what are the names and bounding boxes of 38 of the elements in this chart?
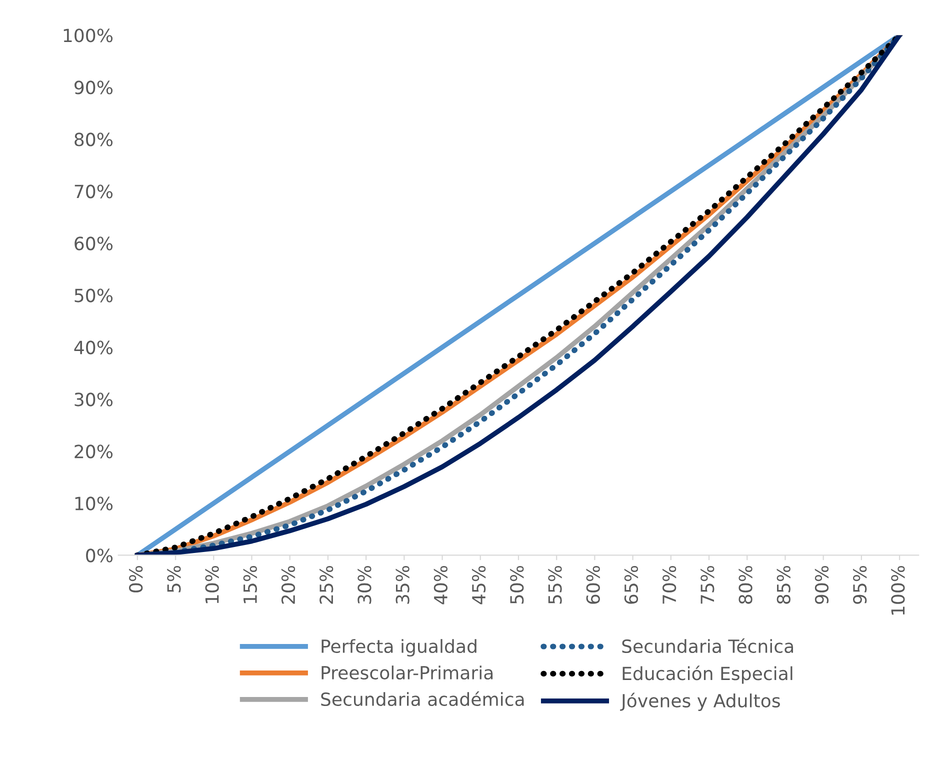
x-tick-label: 90% [814, 566, 829, 604]
y-tick-label: 60% [74, 236, 113, 250]
x-tick-label: 35% [396, 566, 410, 604]
legend-label: Secundaria Técnica [622, 638, 793, 654]
x-tick-label: 30% [358, 566, 372, 604]
x-tick-label: 40% [434, 566, 448, 604]
legend-label: Secundaria académica [321, 691, 524, 706]
x-tick-label: 15% [243, 566, 257, 604]
x-tick-label: 45% [472, 566, 486, 604]
y-tick-label: 20% [74, 444, 113, 458]
x-tick-label: 60% [586, 566, 600, 604]
x-tick-label: 70% [662, 566, 676, 604]
x-tick-label: 85% [776, 566, 790, 604]
y-tick-label: 50% [74, 288, 113, 302]
x-tick-label: 80% [738, 566, 752, 604]
x-tick-label: 0% [129, 566, 143, 592]
y-tick-label: 40% [74, 340, 113, 354]
x-tick-label: 25% [320, 566, 334, 604]
y-tick-label: 30% [74, 392, 113, 406]
legend-label: Preescolar-Primaria [322, 666, 493, 680]
y-tick-label: 90% [74, 80, 113, 94]
x-tick-label: 100% [891, 566, 905, 615]
y-tick-label: 70% [74, 184, 113, 198]
x-tick-label: 75% [700, 566, 714, 604]
y-tick-label: 0% [86, 548, 113, 562]
legend-label: Perfecta igualdad [322, 639, 476, 657]
legend-label: Jóvenes y Adultos [620, 692, 780, 711]
x-tick-label: 5% [167, 566, 181, 592]
x-tick-label: 65% [624, 566, 638, 604]
x-tick-label: 10% [205, 566, 219, 604]
x-tick-label: 55% [548, 566, 562, 604]
x-tick-label: 20% [281, 566, 296, 604]
legend-label: Educación Especial [622, 666, 792, 684]
y-tick-label: 80% [74, 132, 113, 146]
x-tick-label: 50% [510, 566, 524, 604]
y-tick-label: 100% [64, 28, 113, 42]
y-tick-label: 10% [75, 496, 113, 510]
x-tick-label: 95% [853, 566, 867, 604]
